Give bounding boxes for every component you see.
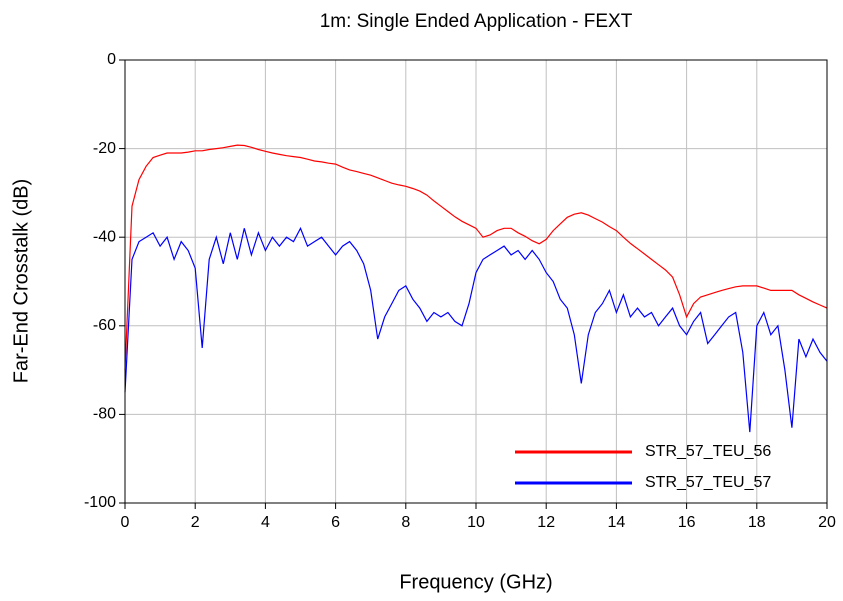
- x-tick-label: 16: [678, 514, 696, 531]
- x-axis-label: Frequency (GHz): [399, 571, 552, 593]
- y-tick-label: 0: [107, 51, 116, 68]
- x-tick-label: 4: [261, 514, 270, 531]
- y-tick-label: -100: [84, 494, 116, 511]
- x-tick-label: 10: [467, 514, 485, 531]
- y-tick-label: -40: [93, 228, 116, 245]
- x-tick-label: 20: [818, 514, 836, 531]
- x-tick-label: 14: [608, 514, 626, 531]
- data-line: [124, 144, 828, 371]
- y-tick-label: -80: [93, 406, 116, 423]
- y-tick-label: -60: [93, 317, 116, 334]
- chart-title: 1m: Single Ended Application - FEXT: [320, 11, 633, 32]
- legend-label: STR_57_TEU_57: [645, 474, 771, 491]
- x-tick-label: 6: [331, 514, 340, 531]
- data-line: [124, 226, 828, 433]
- y-tick-label: -20: [93, 140, 116, 157]
- y-axis-label: Far-End Crosstalk (dB): [10, 179, 32, 384]
- legend-label: STR_57_TEU_56: [645, 443, 771, 460]
- x-tick-label: 8: [401, 514, 410, 531]
- plot-frame: [124, 59, 828, 504]
- x-tick-label: 18: [748, 514, 766, 531]
- x-tick-label: 0: [121, 514, 130, 531]
- x-tick-label: 2: [191, 514, 200, 531]
- x-tick-label: 12: [537, 514, 555, 531]
